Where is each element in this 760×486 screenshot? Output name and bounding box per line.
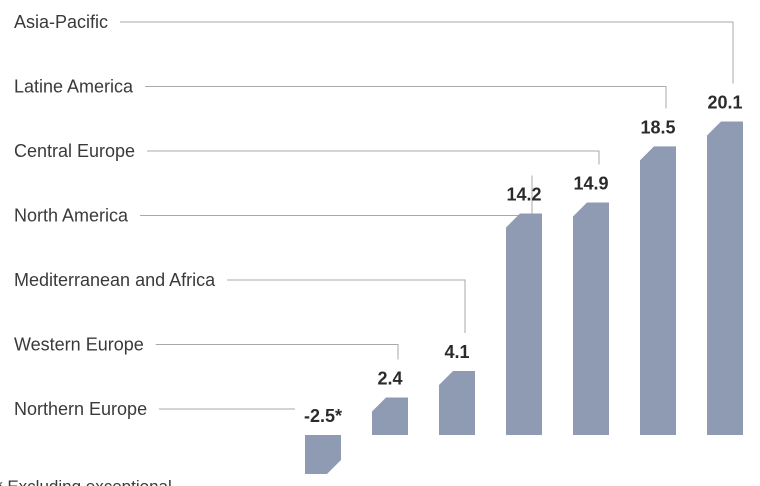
- leader-line-asia-pacific: [120, 21, 734, 84]
- leader-line-mediterranean-and-africa: [227, 279, 466, 334]
- leader-line-latine-america: [145, 86, 667, 109]
- value-label-western-europe: 2.4: [377, 369, 402, 389]
- value-label-north-america: 14.2: [506, 184, 541, 204]
- category-label-mediterranean-and-africa: Mediterranean and Africa: [14, 270, 216, 290]
- bar-central-europe: [573, 202, 609, 435]
- bar-north-america: [506, 213, 542, 435]
- bar-latine-america: [640, 146, 676, 435]
- value-label-central-europe: 14.9: [573, 174, 608, 194]
- category-label-asia-pacific: Asia-Pacific: [14, 12, 108, 32]
- category-label-north-america: North America: [14, 206, 129, 226]
- category-label-northern-europe: Northern Europe: [14, 399, 147, 419]
- bars: [305, 121, 743, 474]
- leader-lines: [120, 21, 734, 410]
- value-label-northern-europe: -2.5*: [304, 406, 342, 426]
- bar-western-europe: [372, 397, 408, 435]
- category-labels: Northern Europe Western Europe Mediterrane…: [14, 12, 216, 419]
- leader-line-central-europe: [147, 150, 600, 165]
- category-label-western-europe: Western Europe: [14, 335, 144, 355]
- leader-line-north-america: [140, 175, 533, 216]
- value-label-latine-america: 18.5: [640, 117, 675, 137]
- category-label-central-europe: Central Europe: [14, 141, 135, 161]
- footnote: * Excluding exceptional: [0, 477, 172, 486]
- leader-line-western-europe: [155, 344, 399, 360]
- bar-asia-pacific: [707, 121, 743, 435]
- value-labels: -2.5* 2.4 4.1 14.2 14.9 18.5 20.1: [304, 92, 743, 426]
- value-label-asia-pacific: 20.1: [707, 92, 742, 112]
- bar-mediterranean-and-africa: [439, 371, 475, 435]
- category-label-latine-america: Latine America: [14, 77, 134, 97]
- value-label-mediterranean-and-africa: 4.1: [444, 342, 469, 362]
- bar-northern-europe: [305, 435, 341, 474]
